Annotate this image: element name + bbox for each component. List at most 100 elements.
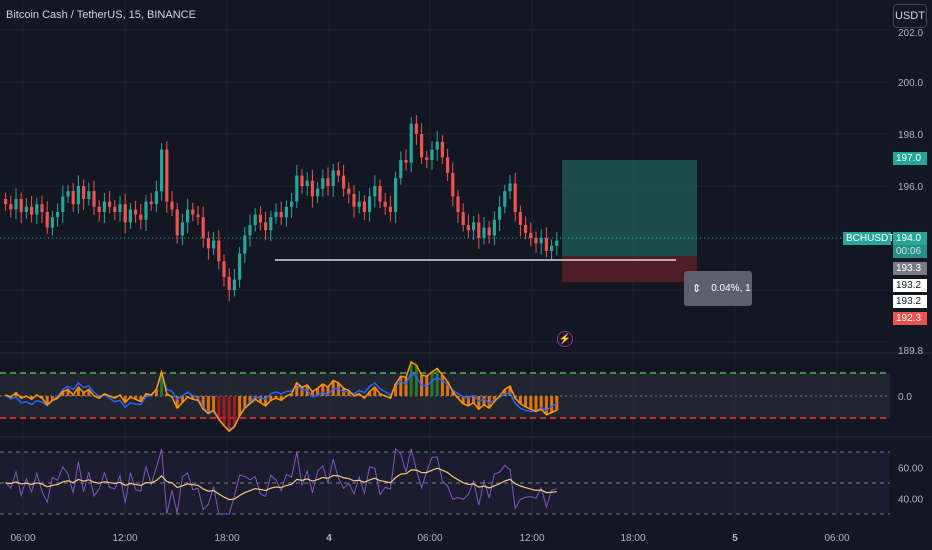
candle	[238, 247, 242, 288]
candle-body	[269, 217, 273, 231]
candle-body	[165, 149, 169, 202]
candle	[180, 213, 184, 246]
time-tick-label: 4	[326, 533, 332, 544]
candle	[555, 232, 559, 256]
candle-body	[154, 191, 158, 205]
candle-body	[134, 209, 138, 215]
candle	[425, 150, 429, 169]
candle-body	[217, 240, 221, 262]
price-tick-label: 202.0	[898, 28, 923, 39]
position-tool	[0, 160, 890, 283]
rsi-tick-label: 40.00	[898, 495, 923, 506]
candle-body	[508, 183, 512, 192]
take-profit-zone	[562, 160, 697, 257]
candle	[113, 200, 117, 221]
candle-body	[492, 219, 496, 236]
candle	[539, 229, 543, 255]
candle-body	[284, 206, 288, 218]
candle	[24, 198, 28, 219]
entry-tag: 193.3	[893, 262, 927, 275]
candle-body	[440, 141, 444, 158]
candle	[451, 162, 455, 207]
candle	[388, 196, 392, 222]
currency-button[interactable]: USDT	[893, 4, 927, 28]
oscillator-zero-label: 0.0	[898, 392, 912, 403]
candle	[232, 268, 236, 297]
candle	[128, 202, 132, 229]
candle-body	[362, 201, 366, 212]
candle	[394, 171, 398, 224]
candle-body	[35, 204, 39, 215]
candle-body	[310, 180, 314, 197]
candle	[71, 182, 75, 213]
candle-body	[456, 196, 460, 212]
candle	[508, 174, 512, 200]
measure-tooltip: ⇕ 0.04%, 1	[684, 271, 752, 306]
candle	[97, 200, 101, 222]
candle-body	[404, 160, 408, 163]
candle	[196, 206, 200, 226]
candle	[30, 196, 34, 223]
candle-body	[555, 240, 559, 246]
candle-body	[56, 212, 60, 218]
candle	[61, 185, 65, 224]
candle-body	[305, 180, 309, 186]
candle	[326, 167, 330, 196]
candle	[279, 201, 283, 226]
candle	[35, 197, 39, 225]
candle	[487, 221, 491, 244]
candle-body	[82, 186, 86, 199]
candle-body	[451, 173, 455, 197]
candle	[118, 195, 122, 222]
countdown-tag: 00:06	[893, 245, 927, 258]
candle	[4, 192, 8, 211]
candle	[14, 188, 18, 220]
rsi-pane	[0, 447, 890, 515]
candle	[56, 203, 60, 227]
candle	[123, 193, 127, 234]
candle	[217, 229, 221, 270]
candle-body	[388, 206, 392, 212]
candle-body	[87, 191, 91, 199]
candle	[76, 175, 80, 214]
rsi-tick-label: 60.00	[898, 464, 923, 475]
candle	[144, 195, 148, 231]
candle-body	[212, 240, 216, 249]
candle	[243, 226, 247, 264]
candle-body	[336, 170, 340, 176]
candle-body	[248, 225, 252, 236]
candle	[50, 210, 54, 236]
lightning-icon[interactable]: ⚡	[557, 331, 573, 347]
price-axis: 202.0 200.0 198.0 196.0 189.8 0.0 60.00 40.00	[898, 28, 923, 506]
candle-body	[50, 217, 54, 228]
candle	[518, 205, 522, 237]
candle-body	[409, 123, 413, 163]
candle-body	[357, 201, 361, 207]
candle-body	[446, 157, 450, 173]
candle-body	[435, 141, 439, 150]
candle-body	[196, 214, 200, 218]
candle	[284, 200, 288, 227]
candle-body	[503, 191, 507, 207]
candle	[529, 222, 533, 247]
candlestick-series	[4, 115, 559, 302]
candle-body	[316, 188, 320, 197]
candle-body	[175, 209, 179, 236]
candle	[414, 115, 418, 146]
candle-body	[206, 238, 210, 249]
candle-body	[160, 149, 164, 192]
candle	[253, 208, 257, 232]
candle-body	[544, 238, 548, 251]
candle-body	[71, 191, 75, 205]
candle-body	[108, 201, 112, 207]
candle-body	[378, 186, 382, 202]
candle	[446, 148, 450, 182]
candle-body	[45, 212, 49, 228]
candle	[248, 214, 252, 247]
candle	[300, 169, 304, 195]
candle-body	[19, 199, 23, 212]
price-tick-label: 200.0	[898, 78, 923, 89]
candle-body	[498, 206, 502, 220]
candle-body	[238, 253, 242, 280]
